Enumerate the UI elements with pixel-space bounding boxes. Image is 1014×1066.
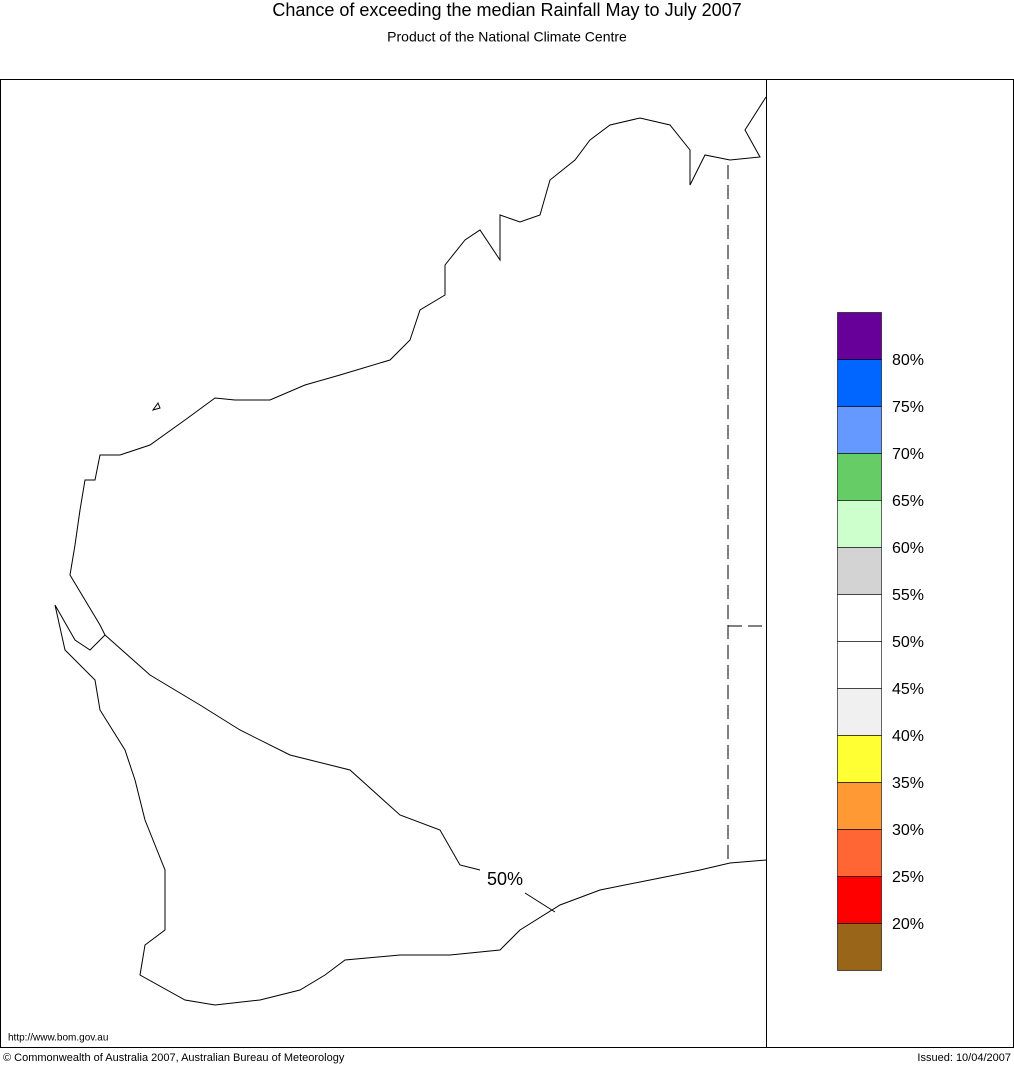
copyright: © Commonwealth of Australia 2007, Austra… <box>3 1052 345 1064</box>
legend-label: 55% <box>892 587 924 604</box>
legend-label: 20% <box>892 916 924 933</box>
legend-label: 30% <box>892 822 924 839</box>
legend-label: 70% <box>892 446 924 463</box>
coastline <box>54 96 767 1006</box>
legend-swatch <box>837 547 882 595</box>
legend-label: 45% <box>892 681 924 698</box>
title: Chance of exceeding the median Rainfall … <box>272 0 741 20</box>
legend-swatch <box>837 735 882 783</box>
legend-swatch <box>837 641 882 689</box>
url: http://www.bom.gov.au <box>8 1033 108 1044</box>
legend-swatch <box>837 359 882 407</box>
legend-swatch <box>837 406 882 454</box>
legend-label: 25% <box>892 869 924 886</box>
state-border <box>727 165 766 862</box>
legend-swatch <box>837 688 882 736</box>
legend-label: 75% <box>892 399 924 416</box>
legend-swatch <box>837 500 882 548</box>
legend-swatch <box>837 876 882 924</box>
contour-label: 50% <box>487 869 523 889</box>
legend-label: 40% <box>892 728 924 745</box>
legend-swatch <box>837 312 882 360</box>
contour-line <box>104 634 556 913</box>
legend-swatch <box>837 453 882 501</box>
legend-swatch <box>837 923 882 971</box>
legend-swatch <box>837 594 882 642</box>
legend-label: 80% <box>892 352 924 369</box>
legend-swatch <box>837 829 882 877</box>
issued: Issued: 10/04/2007 <box>917 1052 1011 1064</box>
subtitle: Product of the National Climate Centre <box>387 29 627 45</box>
legend: 80% 75% 70% 65% 60% 55% 50% 45% 40% 35% 30% 25% 20% <box>837 312 924 971</box>
legend-label: 60% <box>892 540 924 557</box>
legend-label: 35% <box>892 775 924 792</box>
legend-swatch <box>837 782 882 830</box>
legend-label: 65% <box>892 493 924 510</box>
island <box>151 401 161 411</box>
legend-label: 50% <box>892 634 924 651</box>
